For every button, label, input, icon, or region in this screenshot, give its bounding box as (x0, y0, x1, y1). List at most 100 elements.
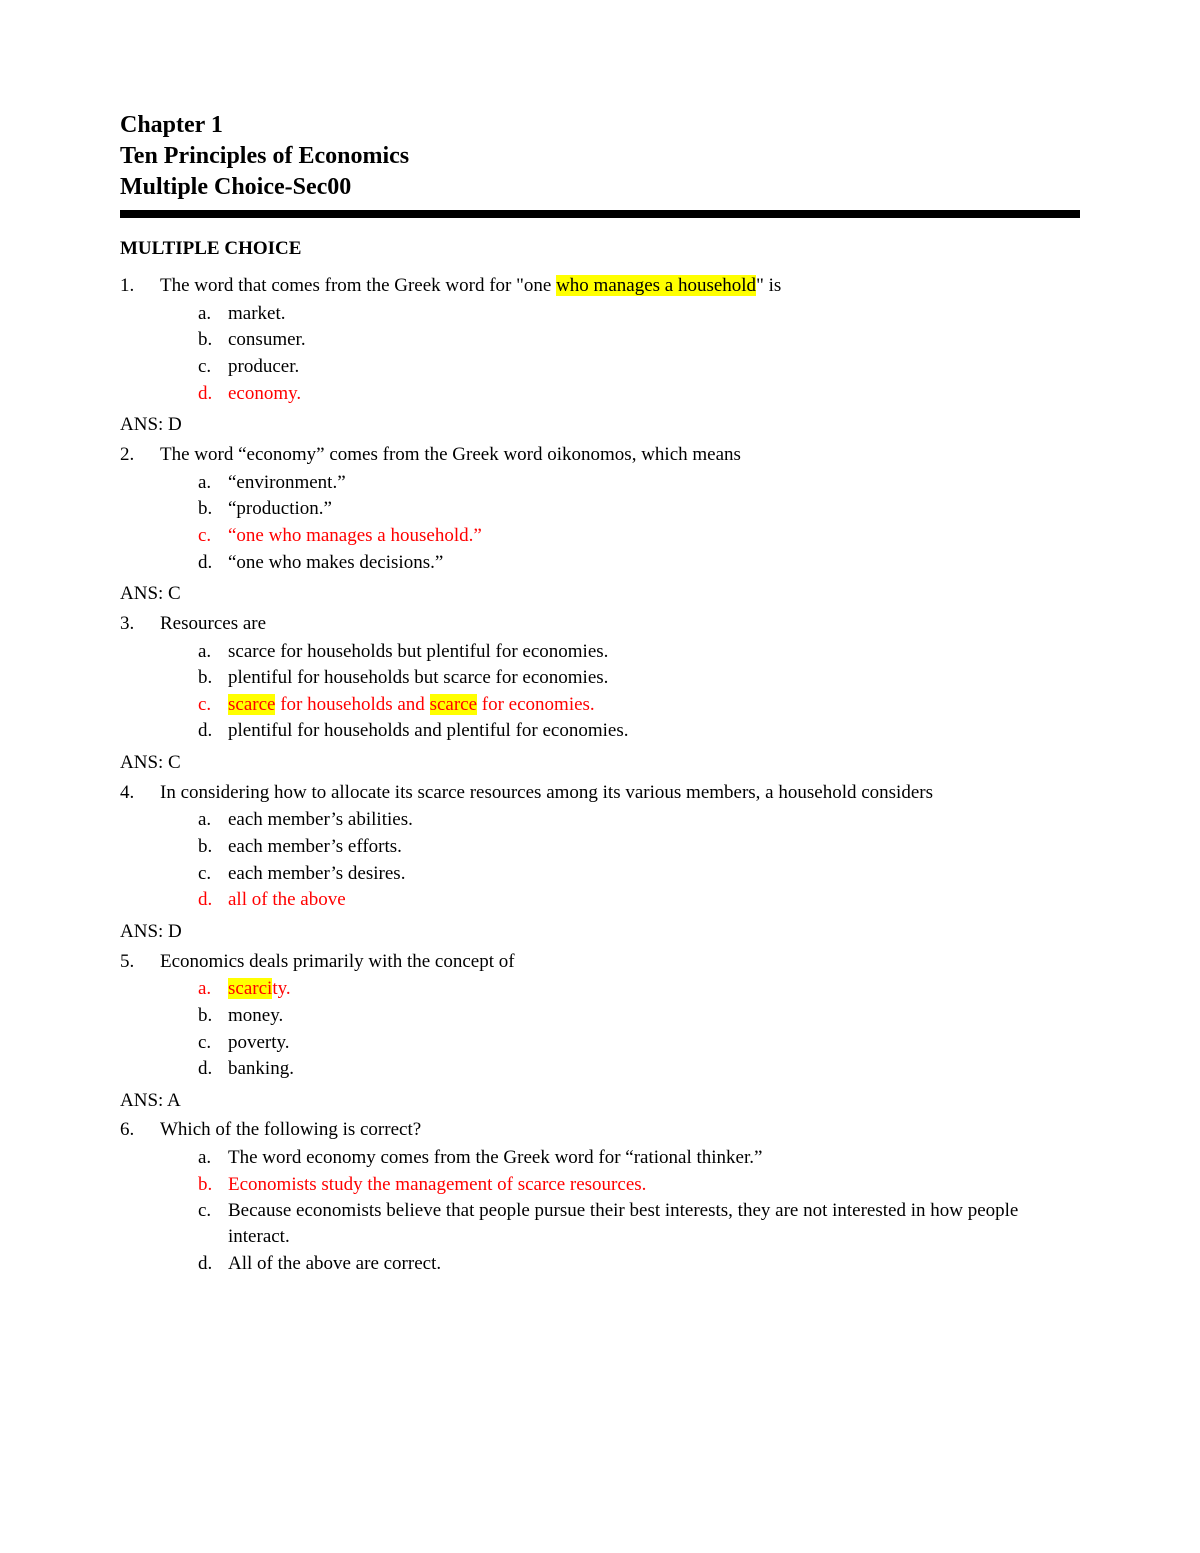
question-row: 2.The word “economy” comes from the Gree… (120, 442, 1080, 468)
option-text: banking. (228, 1056, 1080, 1082)
option-letter: a. (198, 976, 228, 1002)
option-row: c.“one who manages a household.” (198, 523, 1080, 549)
question-number: 2. (120, 442, 160, 468)
option-letter: c. (198, 861, 228, 887)
question-block: 1.The word that comes from the Greek wor… (120, 273, 1080, 406)
question-block: 4.In considering how to allocate its sca… (120, 780, 1080, 913)
options-list: a.scarce for households but plentiful fo… (198, 639, 1080, 745)
option-letter: b. (198, 834, 228, 860)
option-text: economy. (228, 381, 1080, 407)
option-text: Economists study the management of scarc… (228, 1172, 1080, 1198)
option-row: b.plentiful for households but scarce fo… (198, 665, 1080, 691)
question-number: 5. (120, 949, 160, 975)
option-text: All of the above are correct. (228, 1251, 1080, 1277)
option-letter: a. (198, 639, 228, 665)
option-row: d.economy. (198, 381, 1080, 407)
option-text: scarcity. (228, 976, 1080, 1002)
options-list: a.“environment.”b.“production.”c.“one wh… (198, 470, 1080, 576)
option-text: market. (228, 301, 1080, 327)
option-letter: a. (198, 807, 228, 833)
option-text: “environment.” (228, 470, 1080, 496)
question-row: 3.Resources are (120, 611, 1080, 637)
option-letter: b. (198, 665, 228, 691)
questions-list: 1.The word that comes from the Greek wor… (120, 273, 1080, 1276)
question-row: 6.Which of the following is correct? (120, 1117, 1080, 1143)
option-row: a.“environment.” (198, 470, 1080, 496)
question-number: 6. (120, 1117, 160, 1143)
question-stem: Economics deals primarily with the conce… (160, 949, 1080, 975)
question-stem: The word “economy” comes from the Greek … (160, 442, 1080, 468)
question-stem: Resources are (160, 611, 1080, 637)
option-letter: b. (198, 496, 228, 522)
option-letter: c. (198, 354, 228, 380)
option-row: d.all of the above (198, 887, 1080, 913)
option-letter: b. (198, 1172, 228, 1198)
option-row: c.Because economists believe that people… (198, 1198, 1080, 1249)
option-text: Because economists believe that people p… (228, 1198, 1080, 1249)
option-row: b.each member’s efforts. (198, 834, 1080, 860)
option-letter: c. (198, 1198, 228, 1224)
option-row: c.producer. (198, 354, 1080, 380)
section-title: Multiple Choice-Sec00 (120, 172, 1080, 203)
option-letter: b. (198, 327, 228, 353)
question-stem: In considering how to allocate its scarc… (160, 780, 1080, 806)
options-list: a.scarcity.b.money.c.poverty.d.banking. (198, 976, 1080, 1082)
question-block: 2.The word “economy” comes from the Gree… (120, 442, 1080, 575)
option-letter: c. (198, 523, 228, 549)
option-text: money. (228, 1003, 1080, 1029)
option-row: a.The word economy comes from the Greek … (198, 1145, 1080, 1171)
option-text: all of the above (228, 887, 1080, 913)
question-row: 4.In considering how to allocate its sca… (120, 780, 1080, 806)
option-letter: d. (198, 887, 228, 913)
question-row: 1.The word that comes from the Greek wor… (120, 273, 1080, 299)
question-block: 3.Resources area.scarce for households b… (120, 611, 1080, 744)
option-row: a.market. (198, 301, 1080, 327)
options-list: a.The word economy comes from the Greek … (198, 1145, 1080, 1276)
option-text: each member’s abilities. (228, 807, 1080, 833)
option-text: “one who manages a household.” (228, 523, 1080, 549)
option-row: a.scarcity. (198, 976, 1080, 1002)
option-row: d.banking. (198, 1056, 1080, 1082)
topic-title: Ten Principles of Economics (120, 141, 1080, 172)
option-row: d.“one who makes decisions.” (198, 550, 1080, 576)
option-row: b.money. (198, 1003, 1080, 1029)
options-list: a.market.b.consumer.c.producer.d.economy… (198, 301, 1080, 407)
option-row: c.each member’s desires. (198, 861, 1080, 887)
question-number: 4. (120, 780, 160, 806)
document-page: Chapter 1 Ten Principles of Economics Mu… (0, 0, 1200, 1553)
option-text: “one who makes decisions.” (228, 550, 1080, 576)
chapter-title: Chapter 1 (120, 110, 1080, 141)
option-row: c.poverty. (198, 1030, 1080, 1056)
option-letter: c. (198, 692, 228, 718)
option-letter: c. (198, 1030, 228, 1056)
option-text: each member’s efforts. (228, 834, 1080, 860)
option-row: c.scarce for households and scarce for e… (198, 692, 1080, 718)
option-text: plentiful for households but scarce for … (228, 665, 1080, 691)
option-row: a.each member’s abilities. (198, 807, 1080, 833)
option-letter: a. (198, 301, 228, 327)
answer-line: ANS: D (120, 412, 1080, 438)
question-stem: Which of the following is correct? (160, 1117, 1080, 1143)
answer-line: ANS: D (120, 919, 1080, 945)
question-block: 5.Economics deals primarily with the con… (120, 949, 1080, 1082)
question-row: 5.Economics deals primarily with the con… (120, 949, 1080, 975)
option-row: a.scarce for households but plentiful fo… (198, 639, 1080, 665)
option-row: b.“production.” (198, 496, 1080, 522)
option-letter: b. (198, 1003, 228, 1029)
option-text: scarce for households but plentiful for … (228, 639, 1080, 665)
question-number: 1. (120, 273, 160, 299)
option-text: each member’s desires. (228, 861, 1080, 887)
option-letter: d. (198, 718, 228, 744)
question-stem: The word that comes from the Greek word … (160, 273, 1080, 299)
option-text: consumer. (228, 327, 1080, 353)
answer-line: ANS: C (120, 581, 1080, 607)
option-letter: a. (198, 470, 228, 496)
option-text: poverty. (228, 1030, 1080, 1056)
option-text: “production.” (228, 496, 1080, 522)
option-text: scarce for households and scarce for eco… (228, 692, 1080, 718)
option-text: producer. (228, 354, 1080, 380)
option-text: The word economy comes from the Greek wo… (228, 1145, 1080, 1171)
option-letter: a. (198, 1145, 228, 1171)
option-letter: d. (198, 381, 228, 407)
question-number: 3. (120, 611, 160, 637)
